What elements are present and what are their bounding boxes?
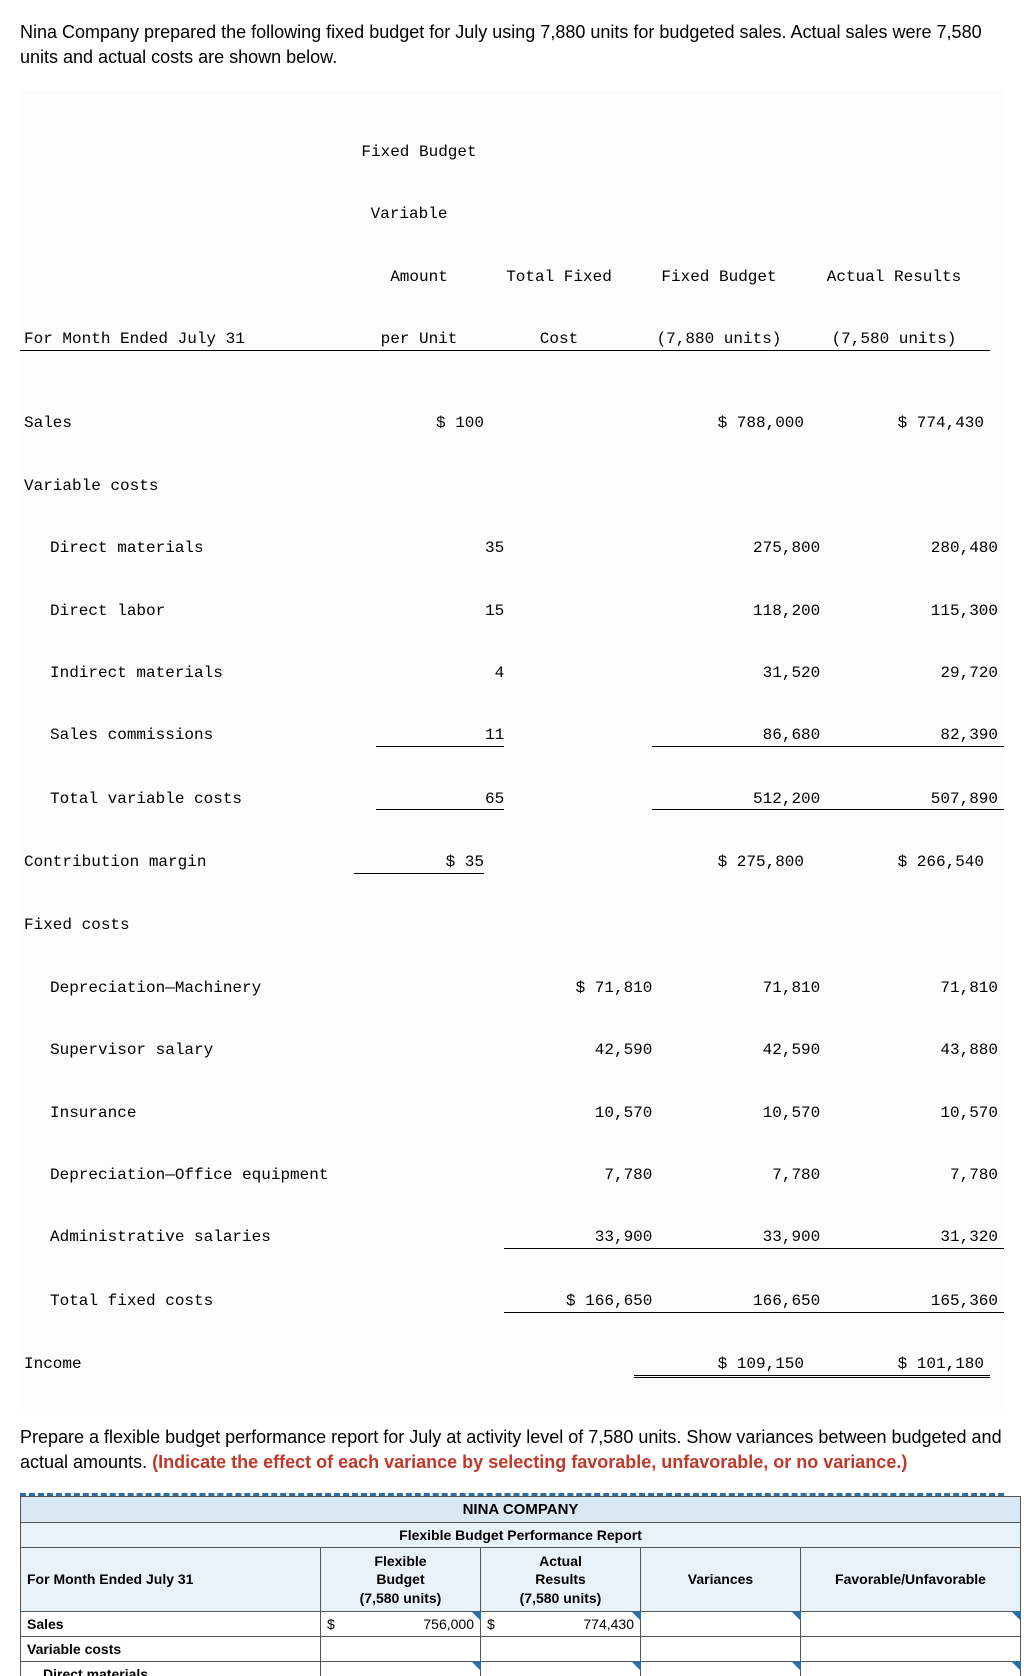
- ws-dm-favunfav-input[interactable]: [801, 1661, 1021, 1676]
- question-intro: Nina Company prepared the following fixe…: [20, 20, 1004, 70]
- ws-dm-var-input[interactable]: [641, 1661, 801, 1676]
- ws-vc-var[interactable]: [641, 1636, 801, 1661]
- ws-sales-flex-input[interactable]: $756,000: [321, 1611, 481, 1636]
- ws-vc-flex[interactable]: [321, 1636, 481, 1661]
- fixed-budget-table: Fixed Budget Variable AmountTotal FixedF…: [20, 90, 1004, 1408]
- ws-col-favunfav: Favorable/Unfavorable: [801, 1548, 1021, 1612]
- ws-vc-favunfav[interactable]: [801, 1636, 1021, 1661]
- ws-row-dm-label: Direct materials: [21, 1661, 321, 1676]
- ws-dm-actual-input[interactable]: [481, 1661, 641, 1676]
- ws-col-label: For Month Ended July 31: [21, 1548, 321, 1612]
- ws-col-actual: Actual Results (7,580 units): [481, 1548, 641, 1612]
- ws-sales-var-input[interactable]: [641, 1611, 801, 1636]
- ws-dm-flex-input[interactable]: [321, 1661, 481, 1676]
- ws-title-company: NINA COMPANY: [21, 1497, 1021, 1523]
- ws-col-flexible: Flexible Budget (7,580 units): [321, 1548, 481, 1612]
- ws-sales-actual-input[interactable]: $774,430: [481, 1611, 641, 1636]
- question-part2: Prepare a flexible budget performance re…: [20, 1425, 1004, 1475]
- ws-row-sales-label: Sales: [21, 1611, 321, 1636]
- worksheet-table: NINA COMPANY Flexible Budget Performance…: [20, 1496, 1021, 1676]
- ws-sales-favunfav-input[interactable]: [801, 1611, 1021, 1636]
- ws-vc-actual[interactable]: [481, 1636, 641, 1661]
- ws-col-variances: Variances: [641, 1548, 801, 1612]
- ws-row-vc-label: Variable costs: [21, 1636, 321, 1661]
- ws-title-report: Flexible Budget Performance Report: [21, 1523, 1021, 1548]
